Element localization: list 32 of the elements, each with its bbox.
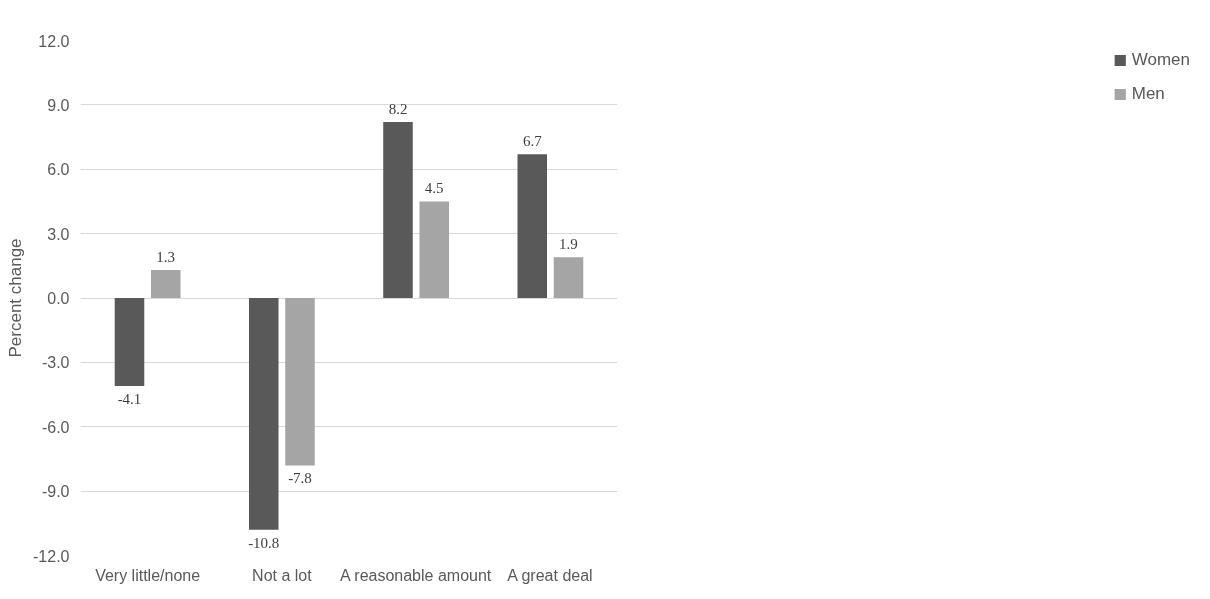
x-tick-label: A reasonable amount: [340, 566, 492, 584]
legend-label: Men: [1131, 84, 1165, 104]
data-label: 8.2: [388, 101, 408, 118]
y-tick-label: -12.0: [33, 547, 70, 565]
legend-label: Women: [1131, 50, 1190, 70]
data-label: 6.7: [522, 133, 543, 150]
y-axis-title: Percent change: [6, 238, 26, 358]
data-label: 4.5: [424, 180, 444, 197]
data-label: -4.1: [117, 390, 142, 407]
x-tick-label: Not a lot: [252, 566, 313, 584]
bar: [285, 298, 315, 466]
y-tick-label: -6.0: [41, 418, 70, 436]
bar: [517, 154, 548, 298]
x-tick-label: Very little/none: [95, 566, 201, 584]
bar: [114, 298, 145, 386]
x-tick-label: A great deal: [507, 566, 593, 584]
y-tick-label: 3.0: [47, 225, 70, 243]
y-tick-label: 6.0: [47, 161, 70, 179]
y-tick-label: -9.0: [41, 483, 70, 501]
y-tick-label: -3.0: [41, 354, 70, 372]
bar: [248, 298, 279, 530]
data-label: -10.8: [248, 534, 280, 551]
data-label: -7.8: [288, 470, 312, 487]
bar: [150, 270, 181, 298]
bar: [419, 201, 450, 298]
y-tick-label: 9.0: [47, 96, 70, 114]
data-label: 1.3: [156, 249, 176, 266]
y-tick-label: 12.0: [38, 32, 70, 50]
bar: [383, 122, 413, 298]
y-tick-label: 0.0: [47, 290, 70, 307]
bar: [553, 257, 584, 298]
data-label: 1.9: [559, 236, 578, 253]
